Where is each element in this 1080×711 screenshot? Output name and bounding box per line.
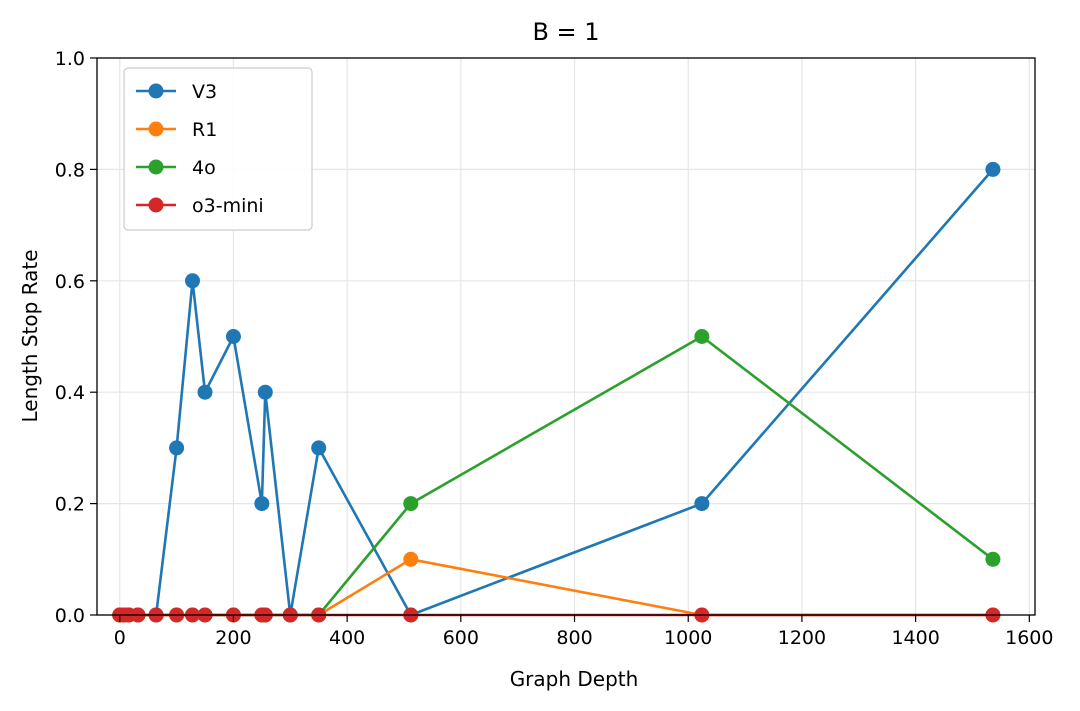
- y-tick-label: 0.2: [55, 494, 85, 516]
- legend-marker-r1: [148, 121, 164, 137]
- x-tick-label: 1200: [778, 627, 826, 649]
- ticks: 0 200 400 600 800 1000 1200 1400 1600 0.0 0.2 0.4 0.…: [55, 48, 1054, 649]
- data-point-4o: [985, 551, 1001, 567]
- data-point-v3: [185, 273, 201, 289]
- legend-item-r1: R1: [136, 119, 217, 141]
- y-tick-label: 0.6: [55, 271, 85, 293]
- x-tick-label: 1600: [1005, 627, 1053, 649]
- data-point-v3: [257, 384, 273, 400]
- x-axis-label: Graph Depth: [510, 667, 639, 691]
- data-point-r1: [403, 551, 419, 567]
- legend-item-o3-mini: o3-mini: [136, 195, 264, 217]
- legend-item-4o: 4o: [136, 157, 216, 179]
- data-point-4o: [403, 496, 419, 512]
- legend-marker-4o: [148, 159, 164, 175]
- legend-label-r1: R1: [192, 119, 217, 141]
- x-tick-label: 400: [329, 627, 365, 649]
- data-point-v3: [311, 440, 327, 456]
- legend-marker-v3: [148, 83, 164, 99]
- y-tick-label: 0.4: [55, 382, 85, 404]
- legend-label-4o: 4o: [192, 157, 216, 179]
- legend-label-o3-mini: o3-mini: [192, 195, 264, 217]
- legend-item-v3: V3: [136, 81, 217, 103]
- y-tick-label: 0.8: [55, 159, 85, 181]
- y-tick-label: 1.0: [55, 48, 85, 70]
- data-point-v3: [694, 496, 710, 512]
- x-tick-label: 0: [114, 627, 126, 649]
- data-point-4o: [694, 329, 710, 344]
- x-tick-label: 800: [556, 627, 592, 649]
- legend-marker-o3-mini: [148, 197, 164, 213]
- data-point-v3: [254, 496, 270, 512]
- legend-label-v3: V3: [192, 81, 217, 103]
- legend-box: [123, 67, 313, 231]
- x-tick-label: 1000: [664, 627, 712, 649]
- legend: V3 R1 4o o3-mini: [123, 67, 313, 231]
- x-tick-label: 200: [215, 627, 251, 649]
- chart-title: B = 1: [532, 18, 599, 46]
- x-tick-label: 1400: [891, 627, 939, 649]
- plot-frame: [96, 57, 1036, 616]
- data-point-v3: [169, 440, 185, 456]
- data-point-v3: [225, 329, 241, 344]
- x-tick-label: 600: [443, 627, 479, 649]
- data-point-v3: [985, 161, 1001, 177]
- y-axis-label: Length Stop Rate: [18, 249, 42, 422]
- y-tick-label: 0.0: [55, 605, 85, 627]
- data-point-v3: [197, 384, 213, 400]
